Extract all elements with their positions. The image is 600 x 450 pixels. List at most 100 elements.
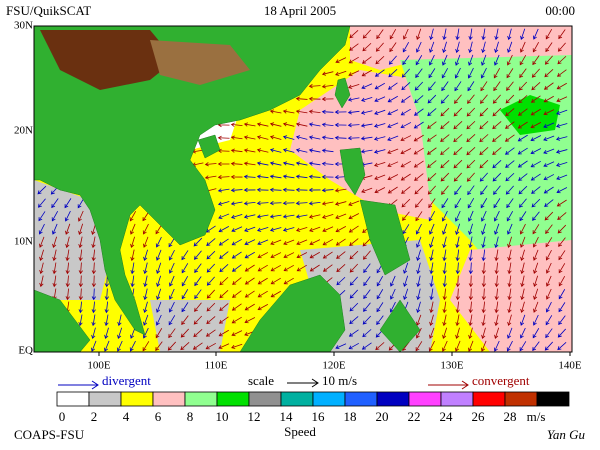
wind-arrow <box>269 161 282 166</box>
wind-arrow <box>181 250 189 261</box>
wind-arrow <box>533 275 539 287</box>
wind-arrow <box>256 148 269 153</box>
wind-arrow <box>65 262 70 275</box>
wind-arrow <box>309 264 320 272</box>
wind-arrow <box>400 95 411 103</box>
wind-arrow <box>467 81 475 92</box>
wind-arrow <box>400 160 411 168</box>
wind-arrow <box>401 186 411 194</box>
wind-arrow <box>91 340 97 352</box>
wind-arrow <box>116 340 123 352</box>
wind-arrow <box>415 327 422 339</box>
wind-arrow <box>545 224 553 234</box>
wind-arrow <box>481 249 486 262</box>
wind-arrow <box>415 211 423 222</box>
wind-arrow <box>296 226 308 232</box>
wind-arrow <box>545 328 553 339</box>
wind-arrow <box>504 147 515 155</box>
wind-arrow <box>389 29 397 40</box>
wind-arrow <box>194 289 202 300</box>
wind-arrow <box>519 55 527 66</box>
wind-arrow <box>429 249 434 262</box>
wind-arrow <box>282 227 295 232</box>
wind-arrow <box>533 249 539 261</box>
wind-arrow <box>402 55 410 66</box>
wind-arrow <box>143 288 148 301</box>
wind-arrow <box>440 147 450 155</box>
wind-arrow <box>52 236 58 248</box>
wind-arrow <box>244 303 255 311</box>
wind-arrow <box>321 71 334 76</box>
wind-arrow <box>441 210 448 222</box>
wind-arrow <box>467 210 474 222</box>
wind-arrow <box>387 122 399 129</box>
wind-arrow <box>362 329 372 338</box>
wind-arrow <box>194 276 202 287</box>
wind-arrow <box>244 251 255 259</box>
wind-arrow <box>532 55 540 66</box>
wind-arrow <box>479 134 489 143</box>
wind-arrow <box>142 341 150 352</box>
wind-arrow <box>362 315 372 325</box>
lat-label: 30N <box>14 20 33 32</box>
wind-arrow <box>143 301 148 314</box>
wind-arrow <box>322 226 334 233</box>
wind-arrow <box>494 236 499 249</box>
sea-region <box>450 240 572 352</box>
wind-arrow <box>402 42 410 53</box>
wind-arrow <box>454 67 461 79</box>
wind-arrow <box>308 135 321 140</box>
wind-arrow <box>129 340 136 352</box>
wind-arrow <box>493 81 501 92</box>
wind-arrow <box>453 147 463 156</box>
wind-arrow <box>217 161 230 167</box>
wind-arrow <box>91 249 96 262</box>
wind-arrow <box>309 226 321 232</box>
wind-arrow <box>282 174 295 179</box>
wind-arrow <box>65 223 71 235</box>
wind-arrow <box>519 68 527 79</box>
product-label: FSU/QuikSCAT <box>6 3 91 18</box>
wind-arrow <box>375 42 384 52</box>
wind-arrow <box>544 199 554 207</box>
wind-arrow <box>373 136 386 141</box>
wind-arrow <box>442 262 447 275</box>
wind-arrow <box>167 341 177 351</box>
wind-arrow <box>442 236 447 249</box>
wind-arrow <box>65 275 70 288</box>
colorbar-cell <box>184 391 218 407</box>
wind-arrow <box>494 223 500 235</box>
wind-arrow <box>494 28 499 41</box>
wind-arrow <box>363 276 371 287</box>
colorbar-label: 20 <box>376 409 389 424</box>
wind-arrow <box>518 198 527 208</box>
wind-arrow <box>507 28 512 41</box>
wind-arrow <box>219 264 229 273</box>
wind-arrow <box>361 342 372 350</box>
wind-arrow <box>181 315 189 326</box>
colorbar-label: 0 <box>59 409 66 424</box>
wind-arrow <box>400 108 411 116</box>
wind-arrow <box>388 55 397 65</box>
wind-arrow <box>218 329 229 337</box>
wind-arrow <box>480 198 488 209</box>
wind-arrow <box>295 135 308 140</box>
wind-arrow <box>155 341 163 352</box>
wind-arrow <box>555 136 568 141</box>
wind-arrow <box>347 97 360 102</box>
wind-arrow <box>373 149 386 154</box>
wind-arrow <box>283 252 295 259</box>
wind-arrow <box>322 213 334 219</box>
wind-arrow <box>520 262 525 275</box>
lon-label: 130E <box>440 360 464 372</box>
wind-arrow <box>117 314 122 327</box>
wind-arrow <box>442 288 447 301</box>
wind-arrow <box>558 29 566 40</box>
wind-arrow <box>492 94 501 104</box>
wind-arrow <box>376 315 384 326</box>
wind-arrow <box>507 275 512 288</box>
wind-arrow <box>321 174 334 180</box>
wind-arrow <box>414 185 424 195</box>
wind-arrow <box>244 290 255 298</box>
wind-arrow <box>429 288 434 301</box>
